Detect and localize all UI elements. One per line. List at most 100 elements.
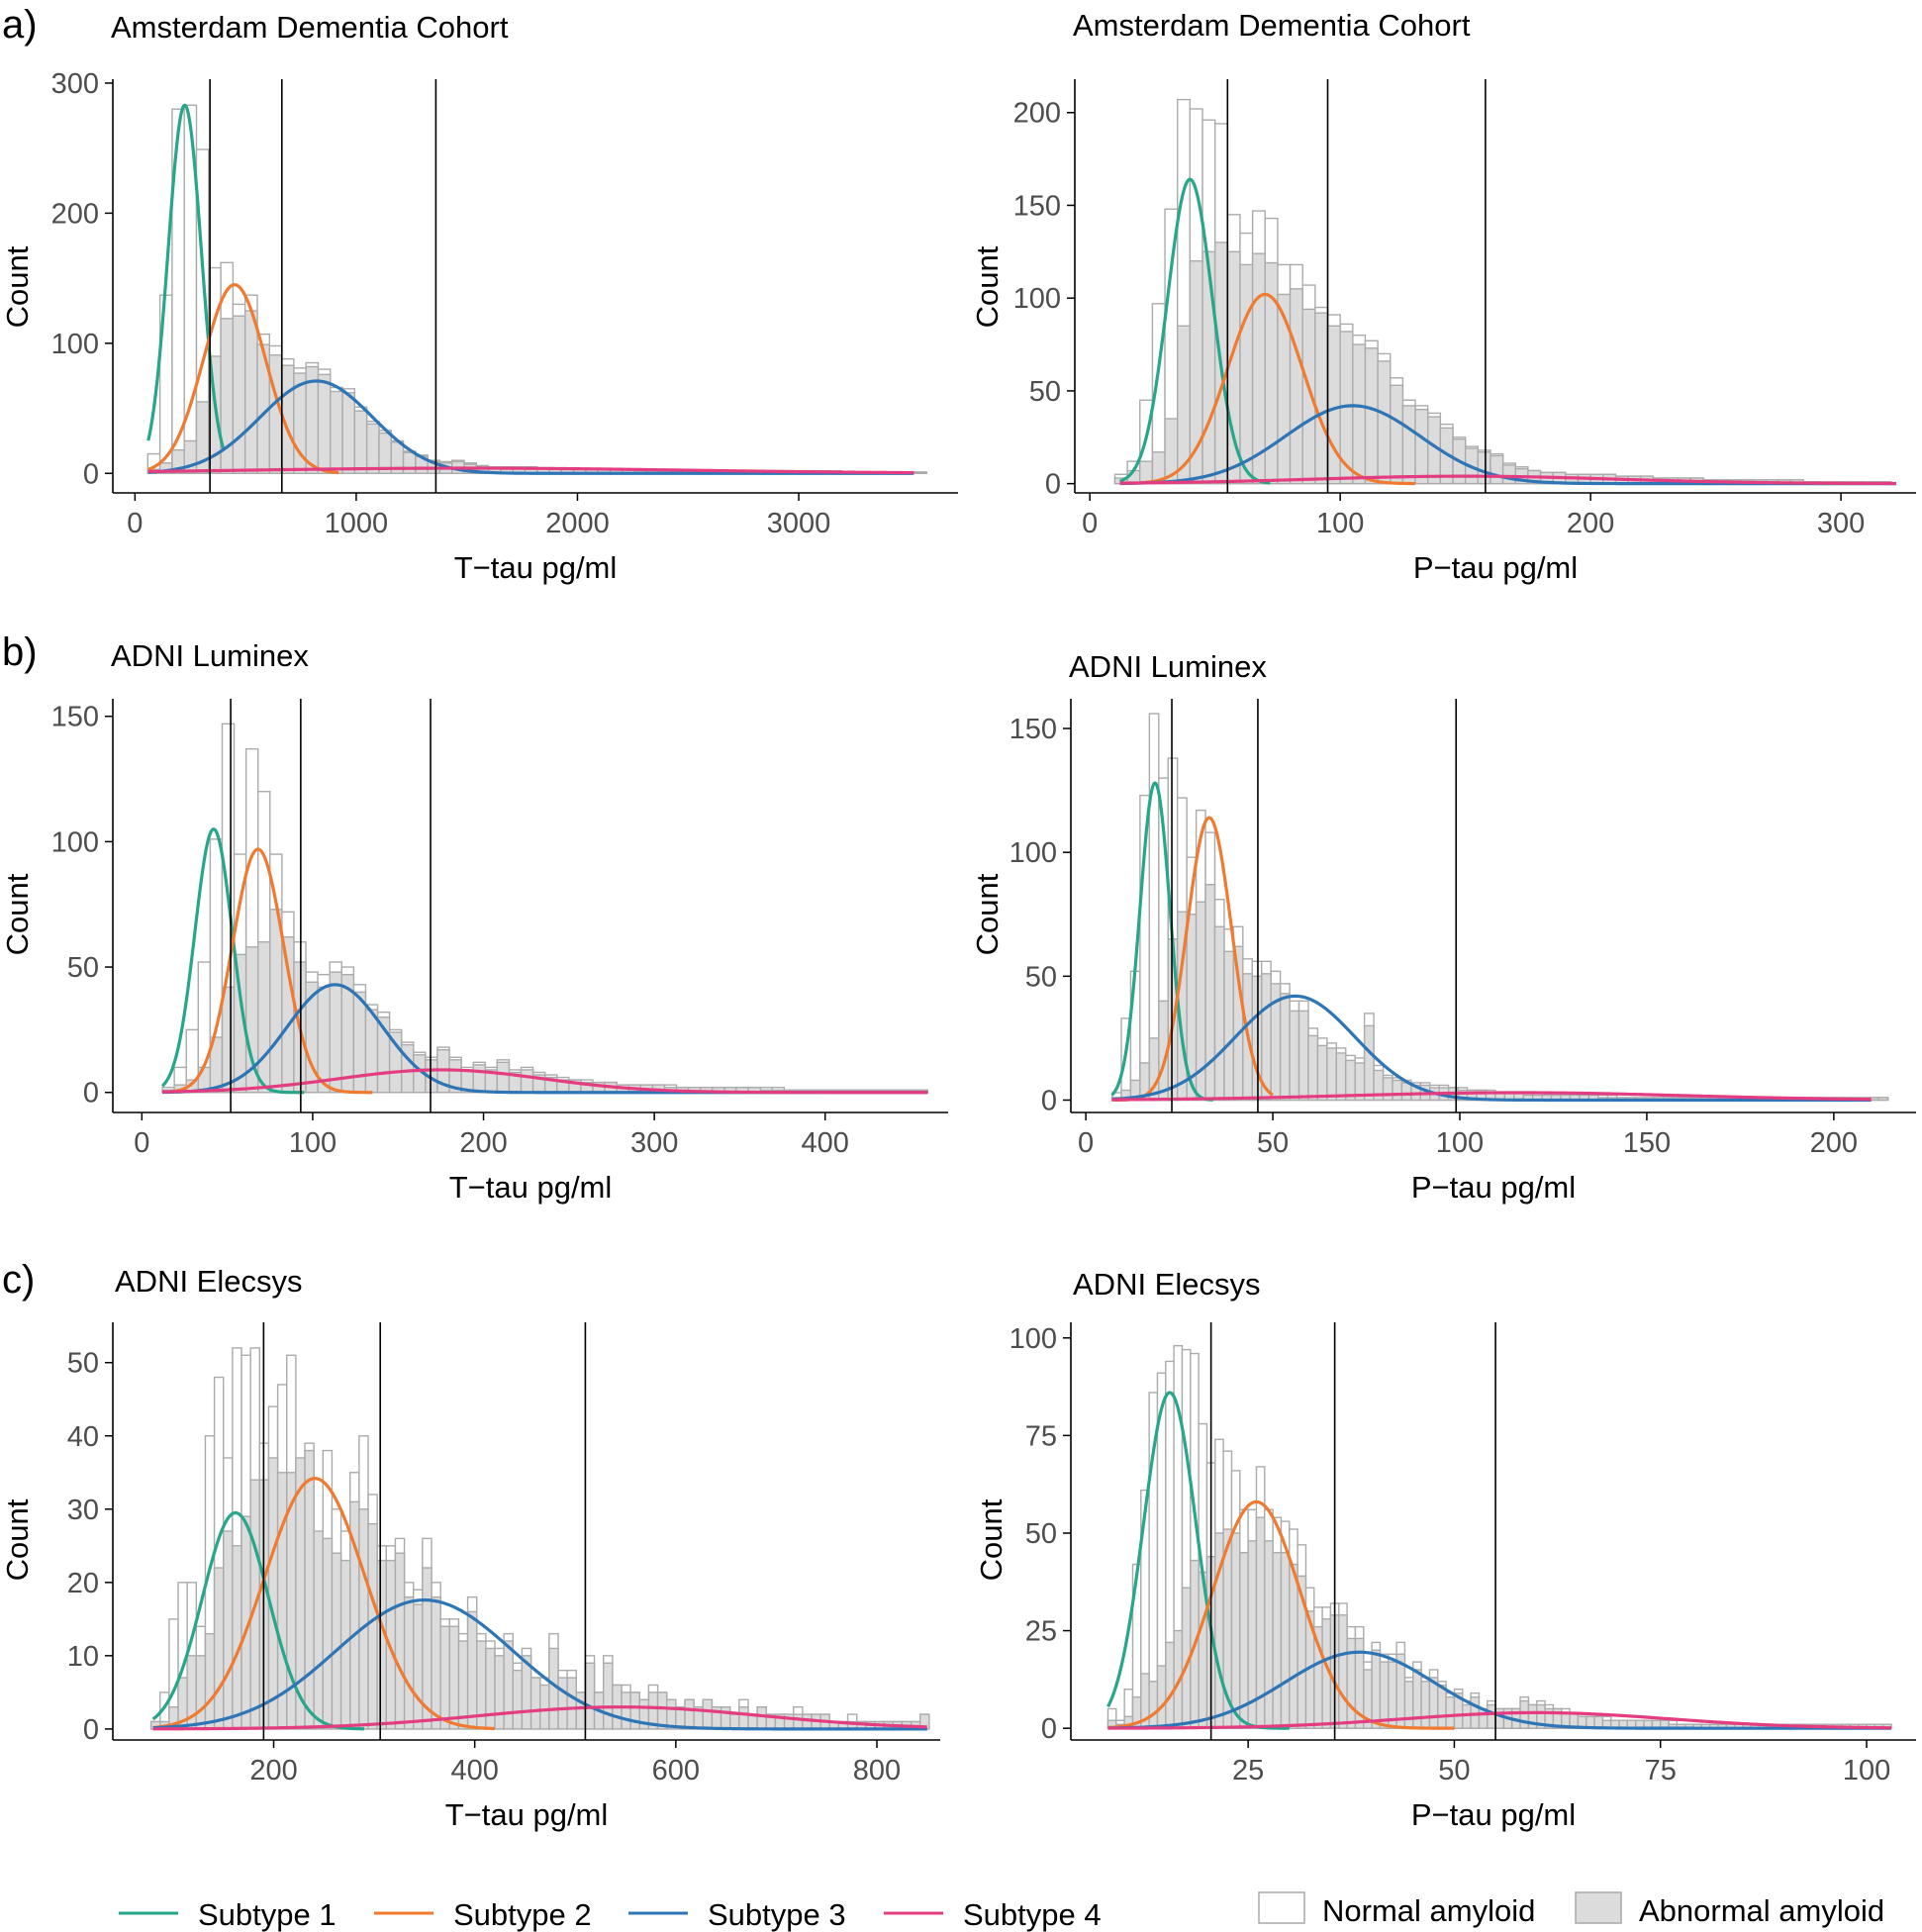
histogram-bar-abnormal <box>1519 1699 1530 1729</box>
histogram-bar-abnormal <box>584 1662 596 1730</box>
x-tick-label: 800 <box>853 1755 901 1787</box>
subtype-3-curve <box>152 1598 927 1731</box>
legend-label-subtype-3: Subtype 3 <box>708 1897 846 1932</box>
y-tick-label: 100 <box>51 826 99 858</box>
histogram-bar-abnormal <box>603 1662 614 1730</box>
x-tick-label: 200 <box>459 1127 507 1159</box>
chart-title-a-right: Amsterdam Dementia Cohort <box>1073 8 1471 43</box>
legend-label-subtype-1: Subtype 1 <box>198 1897 336 1932</box>
histogram-bar-abnormal <box>1401 405 1416 485</box>
y-tick-label: 40 <box>67 1421 99 1453</box>
histogram-bar-abnormal <box>1379 1661 1390 1729</box>
x-tick-label: 25 <box>1232 1755 1264 1787</box>
histogram-bar-abnormal <box>1437 1685 1447 1729</box>
x-axis-label: P−tau pg/ml <box>1413 550 1578 585</box>
subtype-2-curve <box>161 847 374 1095</box>
histogram-bar-abnormal <box>1400 1082 1412 1102</box>
histogram-bar-abnormal <box>1390 384 1404 485</box>
histogram-bar-abnormal <box>738 1705 749 1730</box>
histogram-bar-abnormal <box>1272 1551 1283 1729</box>
y-tick-label: 50 <box>67 1348 99 1380</box>
y-axis-label: Count <box>0 873 35 955</box>
histogram-bar-abnormal <box>394 1552 406 1730</box>
histogram-bar-abnormal <box>213 1567 225 1730</box>
chart-title-c-right: ADNI Elecsys <box>1073 1267 1260 1302</box>
histogram-bar-abnormal <box>702 1698 714 1730</box>
histogram-bar-abnormal <box>204 1632 216 1730</box>
subtype-4-curve <box>162 1068 928 1095</box>
histogram-bar-abnormal <box>485 1647 496 1730</box>
histogram-bar-abnormal <box>728 1713 740 1730</box>
histogram-bar-abnormal <box>1501 464 1516 485</box>
histogram-bar-abnormal <box>358 1508 369 1730</box>
y-axis-label: Count <box>974 1498 1009 1581</box>
subtype-1-curve <box>1110 781 1214 1102</box>
y-tick-label: 75 <box>1025 1420 1057 1452</box>
histogram-bar-abnormal <box>1326 325 1341 485</box>
histogram-bar-abnormal <box>1363 1024 1375 1102</box>
histogram-bar-abnormal <box>520 1069 534 1094</box>
chart-2: 0 100 200 300 0 50 100 150 200 P−tau pg/ml Count <box>970 79 1916 585</box>
histogram-bar-abnormal <box>1877 1097 1889 1102</box>
legend-label-subtype-2: Subtype 2 <box>453 1897 592 1932</box>
x-tick-label: 150 <box>1623 1127 1671 1159</box>
y-tick-label: 0 <box>1041 1713 1057 1745</box>
y-axis-label: Count <box>0 245 35 328</box>
histogram-bar-abnormal <box>232 315 246 474</box>
y-tick-label: 200 <box>1013 98 1061 130</box>
histogram-bar-abnormal <box>684 1698 695 1730</box>
histogram-bar-abnormal <box>364 1009 379 1094</box>
histogram-bar-abnormal <box>557 1677 568 1730</box>
subtype-2-curve <box>1107 1499 1455 1730</box>
histogram-bar-abnormal <box>257 941 271 1094</box>
histogram-bar-abnormal <box>1307 1034 1319 1102</box>
x-tick-label: 400 <box>802 1127 849 1159</box>
histogram-bar-abnormal <box>313 1530 325 1730</box>
y-tick-label: 50 <box>1029 376 1061 408</box>
chart-6: 25 50 75 100 0 25 50 75 100 P−tau pg/ml Count <box>974 1322 1916 1832</box>
histogram-bar-abnormal <box>221 986 236 1094</box>
subtype-2-curve <box>146 283 339 475</box>
histogram-bar-abnormal <box>529 1677 541 1730</box>
histogram-bar-abnormal <box>1289 1010 1300 1102</box>
y-axis-label: Count <box>970 873 1005 955</box>
histogram-bar-abnormal <box>1414 408 1429 485</box>
chart-title-b-left: ADNI Luminex <box>111 638 309 673</box>
histogram-bar-abnormal <box>317 373 332 474</box>
histogram-bar-abnormal <box>1335 1052 1347 1102</box>
chart-3: 0 100 200 300 400 0 50 100 150 T−tau pg/ml Count <box>0 699 948 1205</box>
histogram-bar-abnormal <box>330 390 343 474</box>
y-tick-label: 0 <box>83 458 99 490</box>
y-tick-label: 200 <box>51 198 99 230</box>
histogram <box>1113 98 1892 485</box>
histogram-bar-abnormal <box>1352 343 1367 485</box>
histogram-bar-abnormal <box>494 1655 505 1730</box>
y-tick-label: 20 <box>67 1568 99 1599</box>
histogram-bar-abnormal <box>1223 950 1235 1102</box>
legend-label-subtype-4: Subtype 4 <box>963 1897 1102 1932</box>
x-tick-label: 100 <box>289 1127 336 1159</box>
histogram-bar-abnormal <box>243 310 258 474</box>
subtype-3-curve <box>1107 1650 1891 1730</box>
y-tick-label: 30 <box>67 1495 99 1526</box>
histogram-bar-abnormal <box>304 1449 315 1730</box>
chart-4: 0 50 100 150 200 0 50 100 150 P−tau pg/ml Count <box>970 699 1916 1205</box>
legend-key-normal-amyloid <box>1258 1891 1305 1924</box>
histogram-bar-abnormal <box>496 1061 511 1094</box>
x-tick-label: 200 <box>1567 508 1614 539</box>
y-tick-label: 100 <box>51 329 99 360</box>
histogram-bar-abnormal <box>792 1713 804 1730</box>
y-tick-label: 50 <box>1025 961 1057 993</box>
histogram-bar-abnormal <box>1338 1614 1348 1729</box>
histogram-bar-abnormal <box>720 1705 731 1730</box>
y-tick-label: 0 <box>83 1714 99 1746</box>
x-axis-label: T−tau pg/ml <box>445 1797 609 1832</box>
histogram-bar-abnormal <box>331 1552 342 1730</box>
y-tick-label: 0 <box>1041 1085 1057 1116</box>
x-tick-label: 0 <box>127 508 143 539</box>
x-tick-label: 0 <box>1078 1127 1094 1159</box>
legend-key-abnormal-amyloid <box>1575 1891 1622 1924</box>
x-tick-label: 1000 <box>325 508 389 539</box>
